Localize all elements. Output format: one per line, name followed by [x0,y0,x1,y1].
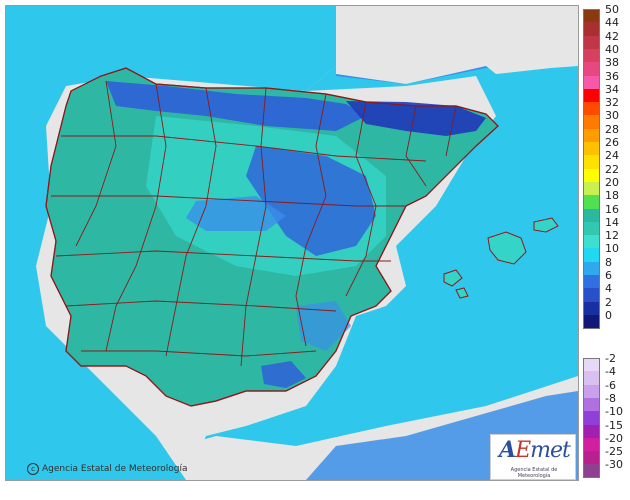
legend-label: 0 [605,308,612,322]
legend-label: 42 [605,29,619,43]
southeast-cool [296,301,351,351]
legend-label: 30 [605,109,619,123]
legend-swatch [583,358,600,372]
legend-swatch [583,35,600,50]
legend-label: -15 [605,418,623,432]
legend-label: 24 [605,149,619,163]
legend-label: -4 [605,365,616,379]
iberia-coastline [45,67,499,407]
aemet-logo: AEmet Agencia Estatal de Meteorología [490,434,576,480]
iberian-system-cold [246,146,376,256]
legend-label: 26 [605,136,619,149]
france-land [336,6,578,84]
legend-swatch [583,128,600,143]
legend-label: 14 [605,215,619,229]
legend-swatch [583,102,600,116]
legend-swatch [583,195,600,209]
mallorca-island [487,231,527,265]
legend-label: 22 [605,162,619,176]
legend-swatch [583,248,600,263]
ibiza-island [443,269,463,287]
legend-label: 34 [605,82,619,96]
legend-label: 20 [605,175,619,189]
legend-swatch [583,142,600,156]
map-canvas [6,6,578,480]
legend-swatch [583,451,600,465]
sea-area [6,6,336,480]
legend-label: 28 [605,122,619,136]
legend-swatch [583,88,600,103]
formentera-island [455,287,469,299]
legend-swatch [583,314,600,329]
legend-label: -30 [605,458,623,472]
sea-area-mediterranean [186,6,578,480]
legend-swatch [583,235,600,249]
central-system-cool [186,196,286,231]
legend-label: -2 [605,352,616,365]
legend-swatch [583,155,600,170]
sierra-nevada-cold [261,361,306,388]
legend-label: 2 [605,295,612,309]
legend-label: 16 [605,202,619,216]
legend-label: 36 [605,69,619,83]
legend-swatch [583,397,600,412]
cantabrian-cold [106,81,366,131]
legend-swatch [583,181,600,196]
legend-swatch [583,9,600,23]
legend-label: 10 [605,242,619,256]
legend-swatch [583,275,600,289]
legend-swatch [583,115,600,130]
legend-swatch [583,208,600,223]
legend-swatch [583,221,600,236]
legend-label: 12 [605,229,619,243]
copyright-icon: c [27,463,39,475]
legend-swatch [583,464,600,479]
legend-label: 38 [605,56,619,70]
legend-label: 40 [605,42,619,56]
province-borders [51,80,457,367]
legend-swatch [583,411,600,425]
legend-label: -10 [605,405,623,419]
legend-label: 32 [605,96,619,110]
legend-swatch [583,62,600,76]
legend-swatch [583,261,600,276]
legend-label: -20 [605,431,623,445]
legend-label: 4 [605,282,612,296]
copyright-credit: c Agencia Estatal de Meteorología [27,463,188,475]
legend-swatch [583,75,600,90]
legend-label: 18 [605,189,619,203]
legend-label: 8 [605,255,612,269]
legend-swatch [583,384,600,399]
legend-swatch [583,288,600,303]
logo-wordmark: AEmet [499,437,571,463]
legend-label: -25 [605,445,623,459]
logo-subtitle: Agencia Estatal de Meteorología [510,467,558,479]
legend-label: -8 [605,391,616,405]
legend-label: 50 [605,3,619,16]
legend-swatch [583,437,600,452]
legend-label: -6 [605,378,616,392]
legend-swatch [583,301,600,316]
legend-swatch [583,424,600,439]
credit-text: Agencia Estatal de Meteorología [42,464,188,474]
temperature-map [5,5,579,481]
pyrenees-cold [346,101,486,136]
legend-label: 44 [605,16,619,30]
legend-label: 6 [605,269,612,282]
legend-swatch [583,168,600,183]
legend-swatch [583,48,600,63]
legend-swatch [583,22,600,37]
legend-swatch [583,371,600,386]
menorca-island [533,217,559,233]
